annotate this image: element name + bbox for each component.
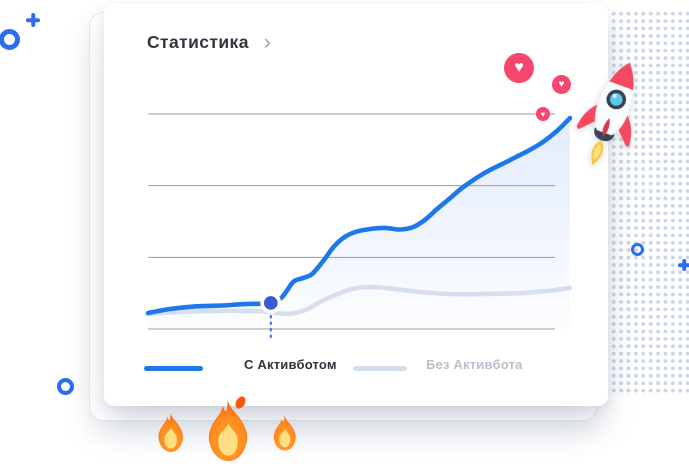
legend-swatch-without-activbot (353, 366, 407, 371)
statistics-card: Статистика › С Активботом Без Активбота (104, 4, 608, 406)
fire-icon (152, 407, 190, 458)
marker-dot (264, 296, 278, 310)
data-point-marker (260, 292, 282, 314)
fire-icon (198, 398, 259, 463)
heart-icon: ♥ (552, 75, 571, 94)
heart-glyph: ♥ (514, 59, 524, 76)
plus-icon (26, 13, 40, 27)
legend-label-without-activbot: Без Активбота (426, 357, 523, 372)
ring-icon (57, 378, 74, 395)
heart-glyph: ♥ (558, 79, 565, 90)
area-fill (148, 118, 570, 329)
fire-icon (268, 409, 302, 457)
heart-icon: ♥ (536, 107, 550, 121)
line-chart (145, 113, 573, 343)
card-title-link[interactable]: Статистика › (147, 32, 271, 53)
ring-icon (631, 243, 644, 256)
ring-icon (0, 29, 20, 50)
heart-glyph: ♥ (540, 109, 546, 119)
line-series-without-activbot (145, 284, 573, 317)
legend-swatch-with-activbot (144, 366, 203, 371)
plus-icon (678, 259, 689, 271)
rocket-icon (558, 46, 665, 183)
chevron-right-icon[interactable]: › (263, 31, 271, 54)
page-title: Статистика (147, 32, 249, 52)
heart-icon: ♥ (504, 53, 534, 83)
legend-label-with-activbot: С Активботом (244, 357, 337, 372)
